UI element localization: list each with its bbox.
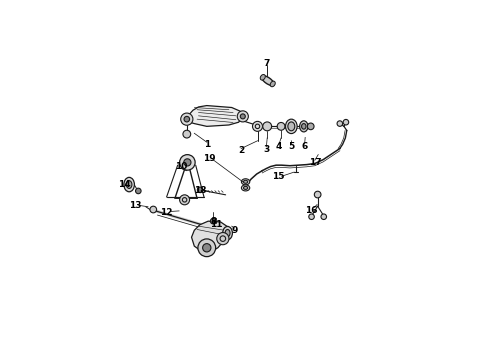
Ellipse shape [288,122,295,131]
Text: 12: 12 [160,208,173,217]
Circle shape [307,123,314,130]
Text: 14: 14 [118,180,130,189]
Circle shape [263,122,271,131]
Text: 4: 4 [276,142,282,151]
Ellipse shape [300,121,308,132]
Circle shape [309,214,314,220]
Ellipse shape [270,81,275,87]
Text: 11: 11 [210,220,223,229]
Text: 3: 3 [263,145,270,154]
Text: 13: 13 [129,201,142,210]
Circle shape [217,233,229,245]
Circle shape [210,219,216,224]
Circle shape [184,116,190,122]
Text: 6: 6 [301,142,308,151]
Circle shape [337,121,343,126]
Text: 19: 19 [203,154,216,163]
Circle shape [314,191,321,198]
Circle shape [180,155,195,170]
Ellipse shape [244,186,247,189]
Ellipse shape [242,185,250,191]
Circle shape [203,244,211,252]
Ellipse shape [260,75,265,80]
Circle shape [321,214,326,220]
Circle shape [343,120,349,125]
Text: 7: 7 [264,59,270,68]
Text: 8: 8 [211,217,217,226]
Circle shape [240,114,245,119]
Text: 10: 10 [175,162,188,171]
Text: 15: 15 [272,172,285,181]
Circle shape [277,122,285,130]
Text: 16: 16 [305,206,318,215]
Circle shape [252,121,263,131]
Ellipse shape [301,123,306,129]
Ellipse shape [223,226,232,240]
Circle shape [197,187,203,193]
Text: 1: 1 [204,140,210,149]
Circle shape [198,239,216,257]
Ellipse shape [242,179,250,185]
Circle shape [180,195,190,205]
Polygon shape [186,105,243,126]
Text: 17: 17 [309,158,321,167]
Polygon shape [192,221,229,252]
Text: 18: 18 [195,186,207,195]
Text: 5: 5 [289,142,294,151]
Ellipse shape [126,181,132,188]
Circle shape [136,188,141,194]
Circle shape [150,206,157,213]
Ellipse shape [124,177,134,192]
Circle shape [184,159,191,166]
Text: 9: 9 [231,226,238,235]
Circle shape [183,130,191,138]
Ellipse shape [244,180,247,183]
Ellipse shape [286,119,297,134]
Circle shape [237,111,248,122]
Ellipse shape [225,229,230,237]
Circle shape [181,113,193,125]
Ellipse shape [261,76,274,86]
Text: 2: 2 [238,146,245,155]
